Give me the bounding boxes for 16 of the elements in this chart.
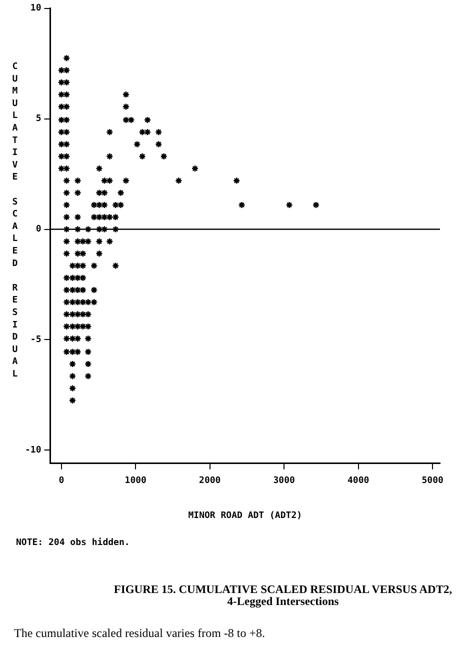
x-tick-label: 2000	[199, 476, 221, 486]
y-axis-title: CUMULATIVE SCALED RESIDUAL	[10, 62, 20, 382]
x-tick-label: 4000	[347, 476, 370, 486]
text: FIGURE 15. CUMULATIVE SCALED RESIDUAL VERSUS ADT2, 4-Legged Intersections	[112, 584, 454, 608]
y-tick-label: -5	[30, 335, 42, 346]
x-axis-title: MINOR ROAD ADT (ADT2)	[188, 510, 302, 521]
y-tick-label: 10	[30, 4, 42, 14]
y-tick-label: 0	[36, 224, 42, 235]
x-tick-label: 0	[58, 476, 64, 486]
x-tick-label: 3000	[273, 476, 295, 486]
y-tick-label: -10	[24, 445, 42, 456]
x-tick-label: 1000	[124, 476, 146, 486]
text: NOTE: 204 obs hidden.	[16, 538, 130, 548]
x-tick-label: 5000	[422, 476, 444, 486]
y-tick-label: 5	[36, 114, 42, 124]
text: The cumulative scaled residual varies from -8 to +8.	[14, 626, 266, 641]
